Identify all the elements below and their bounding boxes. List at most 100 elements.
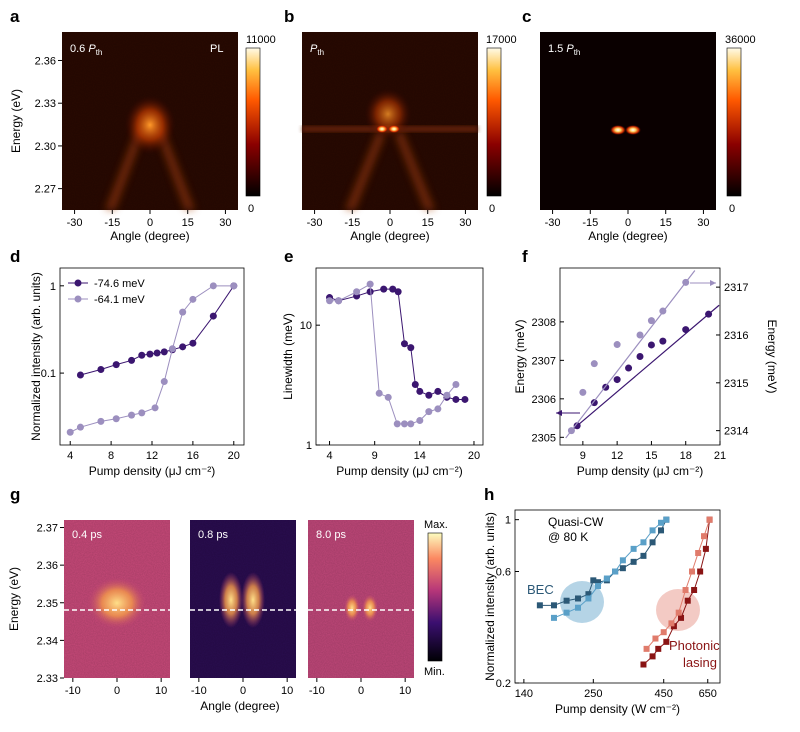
x-axis-label: Angle (degree)	[110, 229, 189, 243]
data-point	[400, 420, 408, 428]
data-point	[380, 285, 388, 293]
data-point	[697, 568, 704, 575]
dispersion-branch	[105, 125, 195, 210]
data-point	[407, 344, 415, 352]
series-line	[329, 288, 465, 400]
data-point	[66, 428, 74, 436]
x-tick-label: -30	[67, 217, 83, 229]
data-point	[647, 317, 655, 325]
y-tick-label: 2.34	[37, 635, 58, 647]
data-point	[682, 278, 690, 286]
data-point	[590, 360, 598, 368]
data-point	[630, 558, 637, 565]
y2-tick-label: 2317	[724, 282, 748, 294]
y-tick-label: 2.37	[37, 523, 58, 535]
bec-label: BEC	[527, 582, 554, 597]
y2-tick-label: 2314	[724, 426, 748, 438]
data-point	[691, 587, 698, 594]
x-tick-label: 0	[147, 217, 153, 229]
panel-letter: e	[284, 247, 293, 266]
condition-note: @ 80 K	[548, 530, 588, 544]
panel-letter: d	[10, 247, 20, 266]
data-point	[384, 393, 392, 401]
emission-spot	[124, 95, 176, 155]
colorbar	[245, 47, 261, 197]
data-point	[452, 395, 460, 403]
data-point	[179, 308, 187, 316]
axis-arrow-head	[710, 280, 716, 286]
time-label: 8.0 ps	[316, 529, 346, 541]
panel-letter: g	[10, 485, 20, 504]
data-point	[394, 288, 402, 296]
data-point	[647, 341, 655, 349]
data-point	[585, 595, 592, 602]
data-point	[335, 297, 343, 305]
y-axis-label: Energy (meV)	[513, 319, 527, 393]
data-point	[612, 568, 619, 575]
data-point	[189, 339, 197, 347]
y-axis-label: Normalized intensity (arb. units)	[483, 512, 497, 681]
panel-letter: b	[284, 7, 294, 26]
x-tick-label: 4	[326, 450, 332, 462]
data-point	[407, 420, 415, 428]
legend-d: -74.6 meV -64.1 meV	[68, 278, 145, 306]
data-point	[619, 557, 626, 564]
data-point	[160, 348, 168, 356]
data-point	[536, 602, 543, 609]
series-line	[646, 519, 711, 650]
axis-arrow-head	[556, 410, 562, 416]
x-axis-label: Angle (degree)	[200, 699, 279, 713]
condensate-spot	[376, 125, 388, 133]
x-tick-label: 15	[660, 217, 672, 229]
y-tick-label: 0.2	[496, 678, 511, 690]
y-axis-label: Normalized intensity (arb. units)	[29, 272, 43, 441]
x-tick-label: 12	[146, 450, 158, 462]
data-point	[452, 380, 460, 388]
colorbar	[427, 532, 443, 662]
data-point	[603, 575, 610, 582]
panel-b: Pth b 17000 0	[284, 7, 517, 215]
heatmap-axes-c: -30 -15 0 15 30 Angle (degree)	[545, 210, 710, 243]
emission-spot	[219, 572, 243, 628]
data-point	[575, 604, 582, 611]
data-point	[689, 568, 696, 575]
data-point	[652, 635, 659, 642]
x-tick-label: 10	[399, 685, 411, 697]
x-tick-label: -10	[65, 685, 81, 697]
data-point	[230, 282, 238, 290]
x-tick-label: 250	[584, 688, 602, 700]
plot-f: 9 12 15 18 21 2305 2306 2307 2308 2314 2315 2316 231…	[513, 267, 779, 478]
data-point	[76, 371, 84, 379]
emission-spot	[241, 572, 265, 628]
data-point	[575, 595, 582, 602]
fit-line	[565, 270, 696, 439]
y-axis-label: Energy (eV)	[9, 89, 23, 153]
series-line	[70, 285, 234, 433]
data-point	[695, 550, 702, 557]
colorbar-min: 0	[248, 203, 254, 215]
colorbar-max: Max.	[424, 519, 448, 531]
heatmap-axes-a: -30 -15 0 15 30 Angle (degree) 2.36 2.33 2.30 2.2…	[9, 55, 232, 243]
data-point	[138, 351, 146, 359]
series-line	[329, 283, 457, 425]
y-tick-label: 2.30	[35, 141, 56, 153]
data-point	[353, 288, 361, 296]
x-tick-label: 140	[515, 688, 533, 700]
data-point	[649, 653, 656, 660]
emission-spot	[87, 577, 147, 629]
data-point	[625, 364, 633, 372]
data-point	[659, 337, 667, 345]
data-point	[649, 539, 656, 546]
data-point	[550, 614, 557, 621]
y2-axis-label: Energy (meV)	[765, 319, 779, 393]
data-point	[411, 380, 419, 388]
y-tick-label: 2.35	[37, 598, 58, 610]
x-tick-label: 15	[645, 450, 657, 462]
data-point	[636, 331, 644, 339]
emission-spot	[362, 594, 378, 622]
colorbar-max: 11000	[246, 34, 276, 46]
data-point	[563, 597, 570, 604]
data-point	[636, 353, 644, 360]
x-tick-label: -30	[307, 217, 323, 229]
x-axis-label: Pump density (μJ cm⁻²)	[336, 464, 463, 478]
